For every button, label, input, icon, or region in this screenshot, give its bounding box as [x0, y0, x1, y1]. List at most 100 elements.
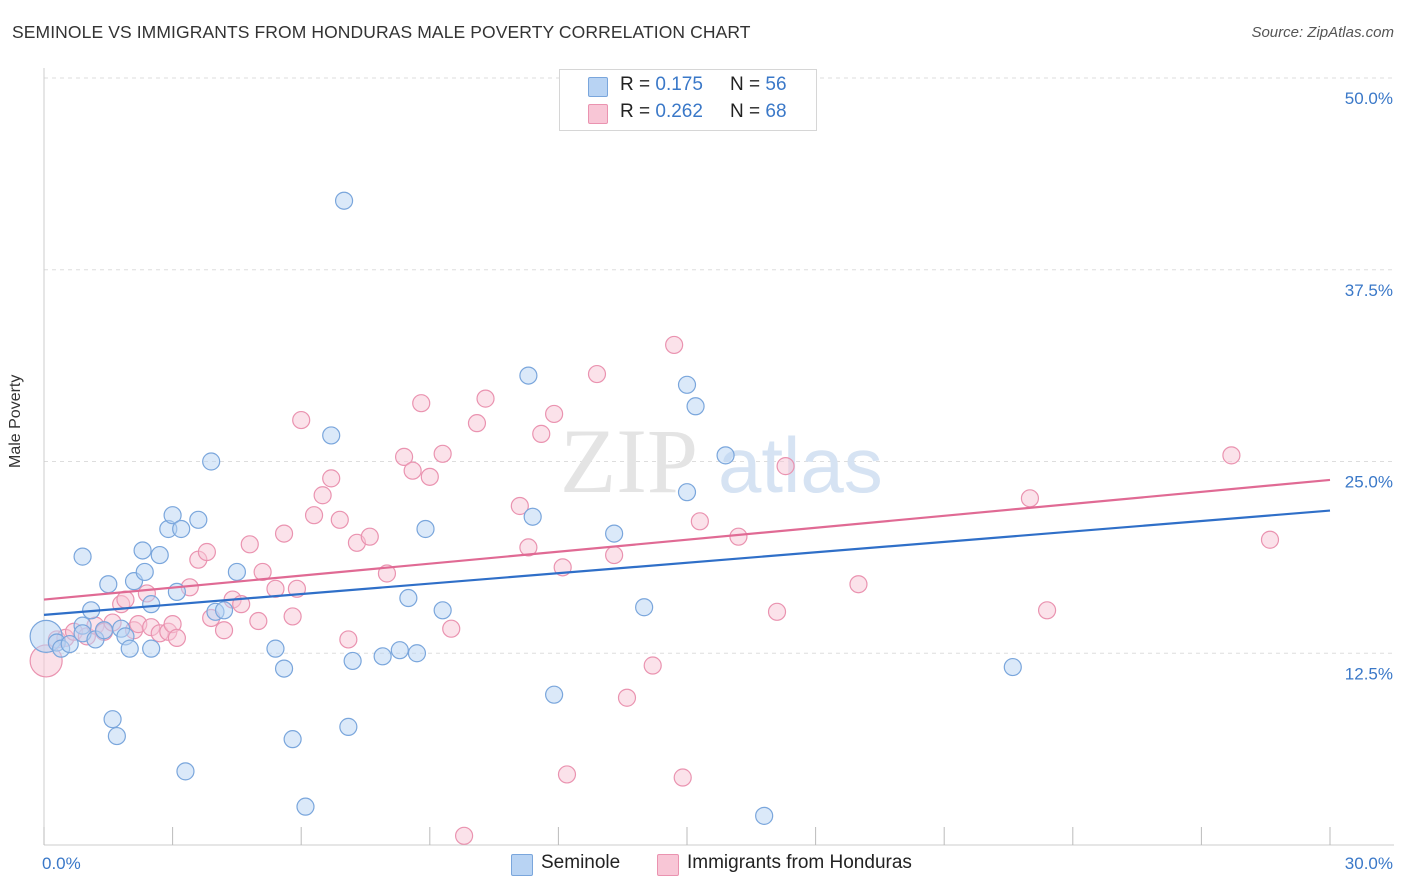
seminole-point-43 [407, 644, 427, 663]
honduras-point-58 [617, 688, 637, 707]
honduras-point-34 [313, 486, 332, 505]
series-honduras [29, 335, 1280, 845]
seminole-point-47 [523, 507, 542, 526]
seminole-point-46 [519, 366, 538, 385]
honduras-point-30 [283, 607, 302, 626]
honduras-point-51 [519, 538, 538, 557]
source-label: Source: ZipAtlas.com [1251, 24, 1394, 41]
seminole-point-18 [135, 562, 154, 582]
honduras-point-40 [377, 564, 397, 583]
seminole-point-44 [416, 519, 435, 539]
watermark: ZIP atlas [560, 410, 883, 512]
honduras-point-66 [849, 575, 868, 594]
seminole-point-37 [334, 191, 354, 210]
seminole-point-39 [343, 651, 362, 671]
honduras-point-57 [605, 545, 624, 565]
seminole-point-21 [150, 545, 169, 565]
honduras-point-27 [253, 562, 272, 582]
honduras-point-50 [510, 496, 529, 516]
honduras-point-35 [322, 469, 341, 488]
honduras-point-39 [360, 527, 379, 546]
seminole-point-19 [142, 595, 161, 614]
trend-line-seminole [43, 509, 1331, 616]
seminole-point-26 [176, 762, 195, 781]
honduras-legend-swatch [657, 854, 679, 876]
seminole-point-33 [274, 659, 294, 678]
honduras-point-28 [266, 579, 285, 598]
seminole-point-28 [202, 452, 221, 471]
honduras-point-52 [532, 424, 551, 443]
seminole-point-15 [120, 639, 139, 658]
honduras-point-37 [339, 630, 358, 649]
honduras-point-43 [412, 394, 431, 413]
seminole-point-38 [339, 717, 358, 736]
legend-r-honduras: R = 0.262 [620, 101, 703, 122]
seminole-point-27 [189, 510, 208, 529]
seminole-point-34 [283, 730, 302, 749]
seminole-point-9 [94, 621, 114, 640]
honduras-point-67 [1020, 489, 1040, 508]
honduras-legend-label: Immigrants from Honduras [687, 852, 912, 873]
honduras-point-41 [394, 447, 414, 466]
seminole-point-23 [163, 506, 182, 525]
honduras-point-26 [249, 611, 268, 631]
seminole-point-17 [133, 541, 152, 560]
legend-n-honduras: N = 68 [730, 101, 787, 122]
seminole-swatch [588, 77, 608, 97]
correlation-legend: R = 0.175 N = 56 R = 0.262 N = 68 [559, 69, 817, 131]
seminole-legend-swatch [511, 854, 533, 876]
honduras-point-17 [167, 628, 186, 648]
honduras-point-55 [557, 765, 577, 784]
honduras-point-42 [403, 461, 422, 480]
honduras-point-45 [433, 444, 452, 463]
honduras-point-68 [1037, 601, 1057, 620]
seminole-point-49 [605, 524, 624, 543]
honduras-point-49 [476, 389, 495, 408]
y-tick-label-3: 50.0% [1345, 89, 1393, 108]
honduras-swatch [588, 104, 608, 124]
honduras-point-69 [1222, 446, 1241, 465]
seminole-point-11 [103, 710, 122, 729]
trend-line-honduras [43, 478, 1331, 601]
y-axis-label: Male Poverty [7, 374, 24, 468]
seminole-point-10 [99, 575, 118, 594]
seminole-point-25 [172, 519, 191, 539]
y-axis-label-wrap: Male Poverty [4, 374, 28, 468]
x-tick-label-min: 0.0% [42, 854, 81, 873]
honduras-point-25 [240, 535, 259, 554]
y-tick-label-2: 37.5% [1345, 281, 1393, 300]
seminole-legend-label: Seminole [541, 852, 621, 873]
seminole-point-32 [266, 639, 285, 658]
honduras-point-32 [292, 410, 311, 430]
honduras-point-62 [690, 512, 709, 531]
honduras-point-47 [454, 826, 474, 845]
watermark-atlas: atlas [718, 421, 883, 509]
seminole-point-36 [322, 426, 341, 445]
honduras-point-61 [673, 768, 692, 787]
tick-labels: 12.5% 25.0% 37.5% 50.0% 0.0% 30.0% [42, 89, 1393, 873]
x-tick-label-max: 30.0% [1345, 854, 1393, 873]
trend-lines [43, 478, 1331, 616]
seminole-point-35 [296, 797, 315, 816]
honduras-point-65 [776, 457, 795, 476]
seminole-point-48 [545, 685, 564, 704]
seminole-point-53 [686, 397, 705, 416]
honduras-point-48 [467, 414, 487, 433]
seminole-point-52 [677, 375, 697, 394]
honduras-point-56 [587, 364, 607, 384]
seminole-point-51 [677, 483, 697, 502]
seminole-point-12 [107, 726, 126, 746]
honduras-point-64 [767, 602, 787, 621]
honduras-point-53 [545, 404, 564, 424]
seminole-point-6 [73, 547, 92, 566]
y-tick-label-1: 25.0% [1345, 473, 1393, 492]
seminole-point-45 [433, 601, 452, 620]
grid-lines [44, 77, 1394, 654]
honduras-point-44 [420, 467, 439, 486]
watermark-zip: ZIP [560, 410, 698, 512]
honduras-point-20 [197, 542, 216, 562]
honduras-point-60 [665, 335, 684, 355]
axes [43, 68, 1394, 846]
seminole-point-40 [373, 647, 392, 666]
